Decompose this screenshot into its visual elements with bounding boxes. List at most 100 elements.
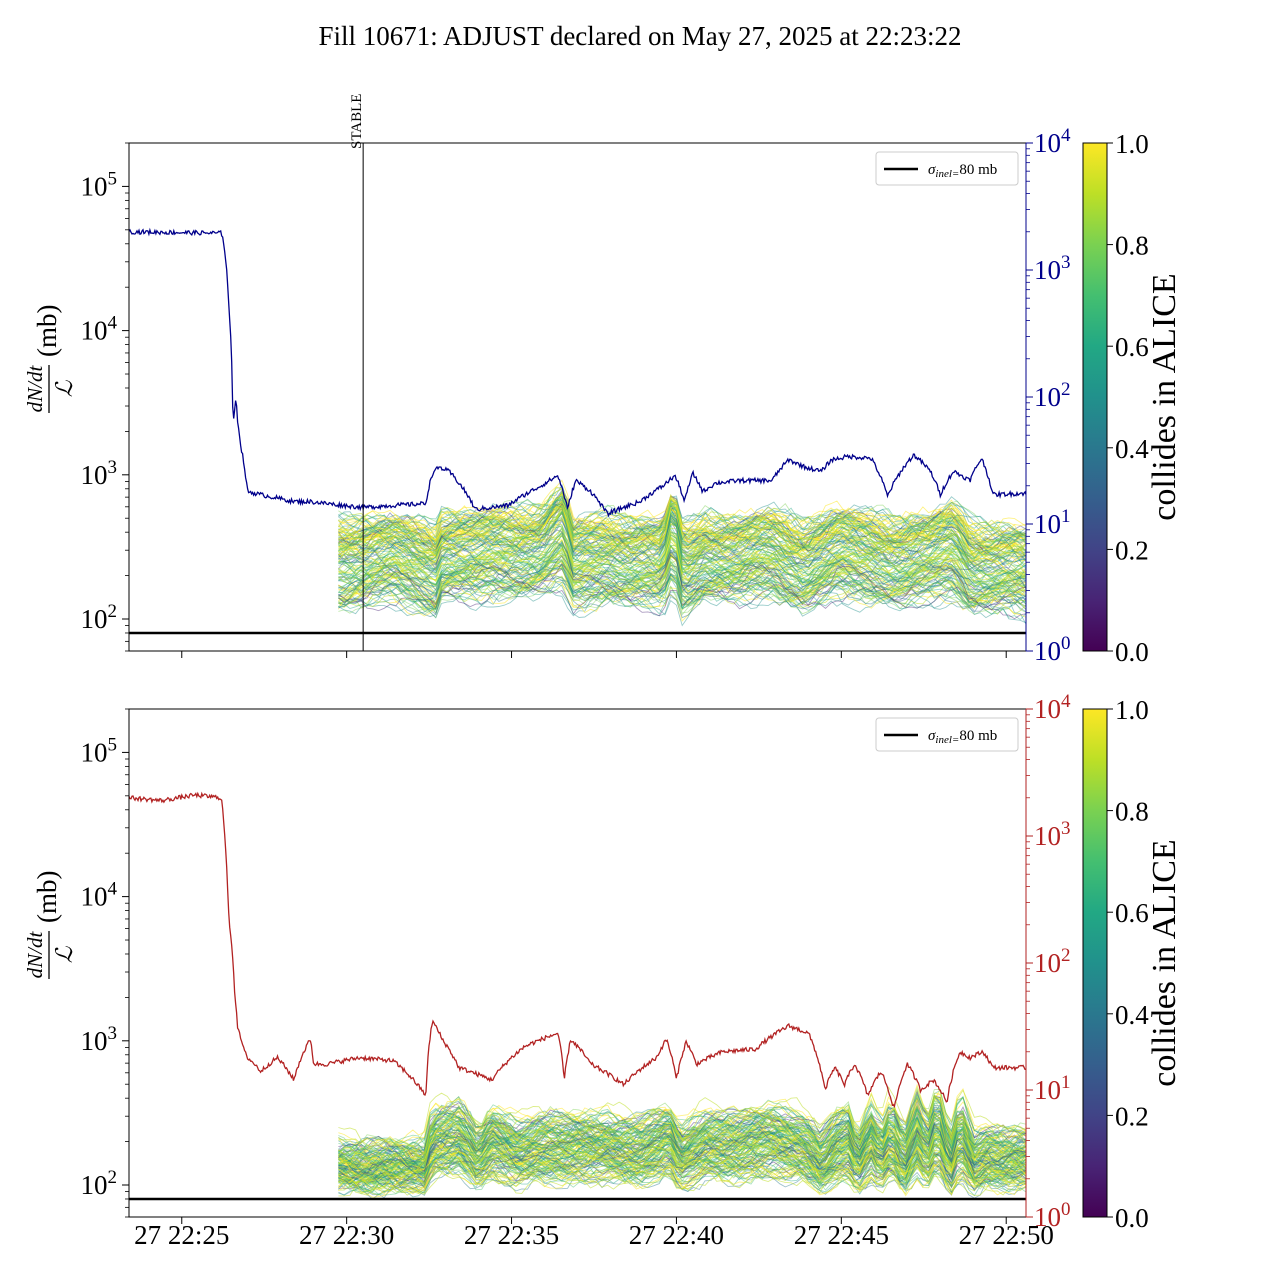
band-curve	[338, 495, 1026, 548]
band-curve	[338, 500, 1026, 538]
band-curve	[338, 493, 1026, 539]
band-curve	[338, 1154, 1026, 1192]
x-tick-label: 27 22:25	[134, 1220, 229, 1250]
y-label-numerator: dN/dt	[23, 365, 47, 413]
bottom-y-axis-label: dN/dt ℒ (mb)	[23, 871, 77, 979]
band-curve	[338, 504, 1026, 571]
band-curve	[338, 499, 1026, 562]
colorbar-tick-label: 0.8	[1115, 797, 1149, 827]
band-curve	[338, 576, 1026, 619]
y-tick-label: 103	[81, 1023, 118, 1056]
band-curve	[338, 554, 1026, 612]
colorbar-tick-label: 0.0	[1115, 1203, 1149, 1233]
band-curve	[338, 581, 1026, 621]
band-curve	[338, 574, 1026, 619]
top-panel: STABLE 102 103 104 105 100 101 102 103 104 dN/d…	[23, 94, 1183, 667]
y2-tick-label: 102	[1034, 945, 1071, 978]
band-curve	[338, 1117, 1026, 1180]
y-label-denominator: ℒ	[52, 380, 77, 397]
y-tick-label: 104	[81, 313, 118, 346]
colorbar-gradient	[1082, 708, 1108, 1218]
x-tick-label: 27 22:30	[299, 1220, 394, 1250]
band-curve	[338, 577, 1026, 615]
bottom-left-y-ticks: 102 103 104 105	[81, 708, 129, 1218]
band-curve	[338, 1112, 1026, 1176]
colorbar-tick-label: 0.0	[1115, 637, 1149, 667]
y-label-unit: (mb)	[32, 871, 62, 923]
bottom-secondary-series-group	[129, 791, 1026, 1109]
stable-marker-group: STABLE	[349, 94, 365, 651]
band-curve	[338, 576, 1026, 618]
colorbar-tick-label: 0.8	[1115, 231, 1149, 261]
colorbar-tick-label: 0.2	[1115, 1101, 1149, 1131]
band-curve	[338, 1137, 1026, 1192]
band-curve	[338, 547, 1026, 607]
band-curve	[338, 1096, 1026, 1159]
band-curve	[338, 510, 1026, 578]
band-curve	[338, 561, 1026, 604]
band-curve	[338, 549, 1026, 601]
band-curve	[338, 565, 1026, 610]
y2-tick-label: 104	[1034, 691, 1071, 724]
legend-box	[875, 717, 1019, 752]
figure-title: Fill 10671: ADJUST declared on May 27, 2…	[319, 21, 962, 51]
y2-tick-label: 101	[1034, 506, 1071, 539]
band-curve	[338, 511, 1026, 576]
top-legend: σinel=80 mb	[875, 151, 1019, 186]
bottom-legend: σinel=80 mb	[875, 717, 1019, 752]
band-curve	[338, 1116, 1026, 1179]
y-tick-label: 105	[81, 168, 118, 201]
top-right-y-ticks: 100 101 102 103 104	[1025, 125, 1071, 666]
y-tick-label: 104	[81, 879, 118, 912]
y2-tick-label: 103	[1034, 818, 1071, 851]
bottom-right-y-ticks: 100 101 102 103 104	[1025, 691, 1071, 1232]
y2-tick-label: 104	[1034, 125, 1071, 158]
x-tick-label: 27 22:40	[629, 1220, 724, 1250]
x-tick-label: 27 22:50	[959, 1220, 1054, 1250]
band-curve	[338, 540, 1026, 602]
band-curve	[338, 1089, 1026, 1160]
band-curve	[338, 487, 1026, 549]
band-curve	[338, 1160, 1026, 1197]
band-curve	[338, 1085, 1026, 1162]
colorbar-label: collides in ALICE	[1146, 839, 1183, 1086]
band-curve	[338, 1104, 1026, 1175]
bottom-colorbar: 0.0 0.2 0.4 0.6 0.8 1.0 collides in ALICE	[1082, 695, 1183, 1233]
colorbar-tick-label: 0.4	[1115, 434, 1149, 464]
band-curve	[338, 551, 1026, 610]
secondary-rate-line	[129, 791, 1026, 1109]
band-curve	[338, 1127, 1026, 1178]
band-curve	[338, 1129, 1026, 1181]
band-curve	[338, 1096, 1026, 1165]
band-curve	[338, 554, 1026, 599]
y2-tick-label: 102	[1034, 379, 1071, 412]
band-curve	[338, 565, 1026, 611]
colorbar-gradient	[1082, 142, 1108, 652]
band-curve	[338, 1096, 1026, 1158]
colorbar-label: collides in ALICE	[1146, 273, 1183, 520]
band-curve	[338, 527, 1026, 575]
band-curve	[338, 508, 1026, 565]
y-tick-label: 105	[81, 734, 118, 767]
band-curve	[338, 1143, 1026, 1186]
y-label-numerator: dN/dt	[23, 931, 47, 979]
band-curve	[338, 492, 1026, 545]
band-curve	[338, 1124, 1026, 1180]
band-curve	[338, 1095, 1026, 1170]
band-curve	[338, 524, 1026, 578]
bottom-rate-band	[338, 1083, 1026, 1200]
band-curve	[338, 1100, 1026, 1169]
band-curve	[338, 558, 1026, 607]
band-curve	[338, 1109, 1026, 1171]
band-curve	[338, 1138, 1026, 1190]
band-curve	[338, 543, 1026, 587]
y2-tick-label: 101	[1034, 1072, 1071, 1105]
band-curve	[338, 1088, 1026, 1158]
y-tick-label: 103	[81, 457, 118, 490]
band-curve	[338, 499, 1026, 547]
band-curve	[338, 1129, 1026, 1185]
colorbar-tick-label: 0.4	[1115, 1000, 1149, 1030]
band-curve	[338, 1141, 1026, 1188]
y-label-unit: (mb)	[32, 305, 62, 357]
band-curve	[338, 1158, 1026, 1196]
